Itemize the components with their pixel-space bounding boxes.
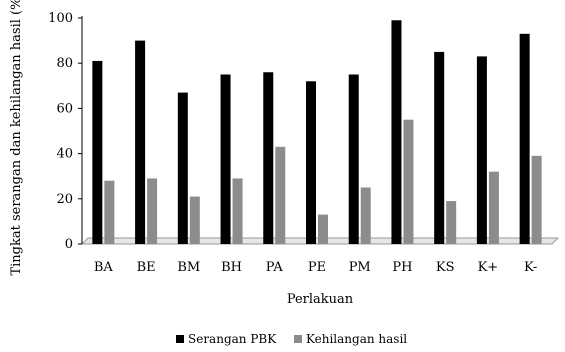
bar-kehilangan-hasil — [403, 119, 414, 244]
bar-serangan-pbk — [434, 51, 445, 245]
x-tick-label: BE — [137, 260, 156, 275]
bar-serangan-pbk — [135, 40, 146, 244]
bar-kehilangan-hasil — [531, 155, 542, 244]
legend-label-kehilangan-hasil: Kehilangan hasil — [306, 332, 407, 346]
bar-serangan-pbk — [476, 56, 487, 244]
bar-kehilangan-hasil — [318, 214, 328, 244]
x-tick-label: K+ — [478, 260, 499, 275]
bar-serangan-pbk — [348, 74, 359, 244]
y-tick-label: 60 — [56, 101, 73, 116]
legend: Serangan PBK Kehilangan hasil — [176, 332, 407, 346]
x-axis-labels: BA BE BM BH PA PE PM PH KS K+ K- — [94, 260, 537, 275]
x-axis-title: Perlakuan — [287, 292, 354, 307]
bar-kehilangan-hasil — [232, 178, 243, 244]
bars — [92, 20, 542, 245]
bar-serangan-pbk — [519, 33, 530, 244]
y-tick-label: 40 — [56, 147, 73, 162]
x-tick-label: BM — [177, 260, 200, 275]
x-tick-label: PM — [349, 260, 371, 275]
y-tick-label: 20 — [56, 192, 73, 207]
x-tick-label: BA — [94, 260, 114, 275]
y-tick-label: 100 — [48, 11, 73, 26]
bar-kehilangan-hasil — [360, 187, 371, 244]
bar-serangan-pbk — [306, 81, 316, 244]
x-tick-label: BH — [221, 260, 242, 275]
bar-serangan-pbk — [391, 20, 402, 245]
bar-serangan-pbk — [92, 60, 103, 244]
bar-kehilangan-hasil — [104, 180, 115, 244]
legend-swatch-kehilangan-hasil — [294, 335, 302, 343]
bar-serangan-pbk — [220, 74, 231, 244]
bar-kehilangan-hasil — [488, 171, 499, 244]
x-tick-label: PA — [266, 260, 284, 275]
y-tick-label: 0 — [65, 237, 73, 252]
bar-kehilangan-hasil — [446, 201, 457, 244]
bar-serangan-pbk — [263, 72, 274, 245]
legend-swatch-serangan-pbk — [176, 335, 184, 343]
bar-kehilangan-hasil — [189, 196, 200, 244]
x-tick-label: K- — [524, 260, 537, 275]
y-tick-label: 80 — [56, 56, 73, 71]
y-axis-title: Tingkat serangan dan kehilangan hasil (%… — [9, 0, 24, 276]
bar-serangan-pbk — [177, 92, 188, 244]
bar-kehilangan-hasil — [275, 146, 286, 244]
y-axis: 0 20 40 60 80 100 — [48, 11, 83, 252]
x-tick-label: PE — [308, 260, 326, 275]
bar-kehilangan-hasil — [147, 178, 158, 244]
legend-label-serangan-pbk: Serangan PBK — [188, 332, 277, 346]
x-tick-label: KS — [436, 260, 455, 275]
x-tick-label: PH — [392, 260, 412, 275]
